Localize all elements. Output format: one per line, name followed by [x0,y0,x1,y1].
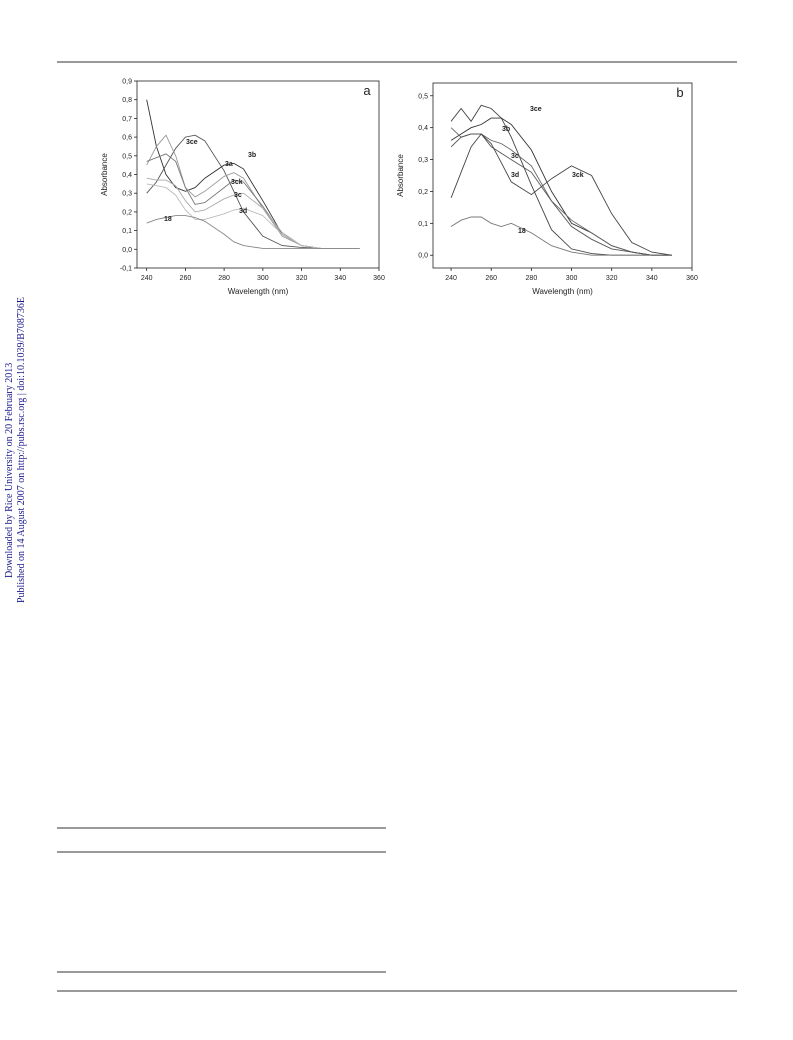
x-axis-label: Wavelength (nm) [532,287,593,296]
series-line [450,117,672,256]
y-tick-label: 0,9 [122,79,132,86]
x-tick-label: 280 [526,275,538,282]
x-tick-label: 240 [445,275,457,282]
x-tick-label: 340 [334,275,346,282]
y-tick-label: 0,5 [122,153,132,160]
y-tick-label: 0,2 [418,189,428,196]
series-label: 3ck [231,179,243,186]
x-tick-label: 320 [296,275,308,282]
series-label: 3c [234,192,242,199]
panel-label: b [676,85,683,100]
y-tick-label: 0,0 [418,253,428,260]
series-line [450,133,672,256]
x-axis-label: Wavelength (nm) [228,287,289,296]
series-line [146,99,360,249]
series-label: 3a [225,161,233,168]
x-tick-label: 280 [218,275,230,282]
y-tick-label: 0,1 [418,221,428,228]
y-tick-label: 0,4 [418,125,428,132]
y-axis-label: Absorbance [100,153,109,196]
series-label: 3ce [186,139,198,146]
y-tick-label: 0,4 [122,172,132,179]
plot-frame [432,82,693,269]
y-tick-label: 0,5 [418,93,428,100]
series-label: 3b [502,126,510,133]
x-tick-label: 300 [566,275,578,282]
series-label: 3ce [530,106,542,113]
download-note: Downloaded by Rice University on 20 Febr… [4,362,15,578]
y-tick-label: 0,6 [122,135,132,142]
x-tick-label: 320 [606,275,618,282]
series-label: 3d [239,208,247,215]
series-line [450,133,672,256]
x-tick-label: 260 [180,275,192,282]
y-tick-label: 0,7 [122,116,132,123]
series-line [146,183,360,249]
series-line [450,104,672,256]
series-line [146,134,360,249]
plot-frame [136,80,380,269]
series-label: 3d [511,172,519,179]
x-tick-label: 240 [141,275,153,282]
series-label: 3b [248,152,256,159]
y-tick-label: 0,8 [122,97,132,104]
y-tick-label: -0,1 [120,266,132,273]
series-line [450,127,672,256]
publish-note: Published on 14 August 2007 on http://pu… [16,297,27,603]
y-axis-label: Absorbance [396,154,405,197]
x-tick-label: 340 [646,275,658,282]
y-tick-label: 0,0 [122,247,132,254]
y-tick-label: 0,2 [122,209,132,216]
x-tick-label: 300 [257,275,269,282]
x-tick-label: 360 [686,275,698,282]
x-tick-label: 360 [373,275,385,282]
series-line [450,216,672,256]
series-label: 3ck [572,172,584,179]
series-label: 18 [164,216,172,223]
panel-label: a [363,83,371,98]
series-label: 18 [518,228,526,235]
y-tick-label: 0,3 [122,191,132,198]
series-line [146,215,360,249]
x-tick-label: 260 [485,275,497,282]
y-tick-label: 0,1 [122,228,132,235]
series-label: 3c [511,153,519,160]
y-tick-label: 0,3 [418,157,428,164]
